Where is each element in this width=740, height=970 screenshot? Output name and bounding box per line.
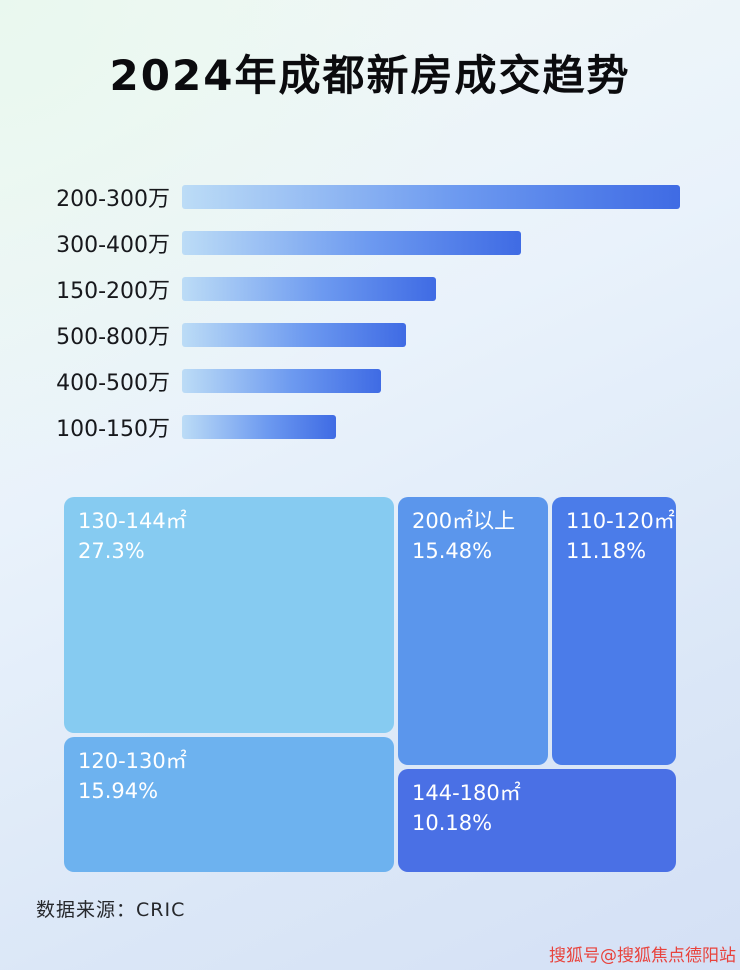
bar-track <box>182 277 680 301</box>
treemap-block-value: 15.94% <box>78 779 159 804</box>
bar <box>182 415 337 439</box>
bar-track <box>182 231 680 255</box>
treemap-block-110-120: 110-120㎡ 11.18% <box>552 497 676 765</box>
bar-track <box>182 369 680 393</box>
treemap-block-label: 200㎡以上 <box>412 509 516 533</box>
price-band-bar-chart: 200-300万 300-400万 150-200万 500-800万 400-… <box>40 185 680 461</box>
treemap-block-120-130: 120-130㎡ 15.94% <box>64 737 394 872</box>
bar-category-label: 500-800万 <box>56 325 170 350</box>
bar-row: 200-300万 <box>40 185 680 212</box>
treemap-block-value: 15.48% <box>412 539 493 564</box>
treemap-block-value: 10.18% <box>412 811 493 836</box>
treemap-block-130-144: 130-144㎡ 27.3% <box>64 497 394 733</box>
bar-track <box>182 415 680 439</box>
treemap-block-label: 120-130㎡ <box>78 749 187 773</box>
bar <box>182 185 680 209</box>
bar-row: 300-400万 <box>40 231 680 258</box>
bar-category-label: 100-150万 <box>56 417 170 442</box>
bar <box>182 231 521 255</box>
bar-track <box>182 323 680 347</box>
bar-category-label: 150-200万 <box>56 279 170 304</box>
treemap-block-label: 144-180㎡ <box>412 781 521 805</box>
bar-row: 100-150万 <box>40 415 680 442</box>
bar-row: 150-200万 <box>40 277 680 304</box>
bar-row: 400-500万 <box>40 369 680 396</box>
area-share-treemap: 130-144㎡ 27.3% 200㎡以上 15.48% 110-120㎡ 11… <box>64 497 676 872</box>
bar-category-label: 400-500万 <box>56 371 170 396</box>
bar <box>182 369 382 393</box>
page-title: 2024年成都新房成交趋势 <box>109 51 631 100</box>
data-source-note: 数据来源：CRIC <box>36 899 186 921</box>
bar-row: 500-800万 <box>40 323 680 350</box>
bar-track <box>182 185 680 209</box>
treemap-block-200-plus: 200㎡以上 15.48% <box>398 497 548 765</box>
bar-category-label: 300-400万 <box>56 233 170 258</box>
watermark-text: 搜狐号@搜狐焦点德阳站 <box>549 946 736 966</box>
bar <box>182 277 436 301</box>
bar-category-label: 200-300万 <box>56 187 170 212</box>
treemap-block-value: 11.18% <box>566 539 647 564</box>
treemap-block-label: 110-120㎡ <box>566 509 675 533</box>
treemap-block-value: 27.3% <box>78 539 145 564</box>
treemap-block-label: 130-144㎡ <box>78 509 187 533</box>
bar <box>182 323 407 347</box>
treemap-block-144-180: 144-180㎡ 10.18% <box>398 769 676 872</box>
